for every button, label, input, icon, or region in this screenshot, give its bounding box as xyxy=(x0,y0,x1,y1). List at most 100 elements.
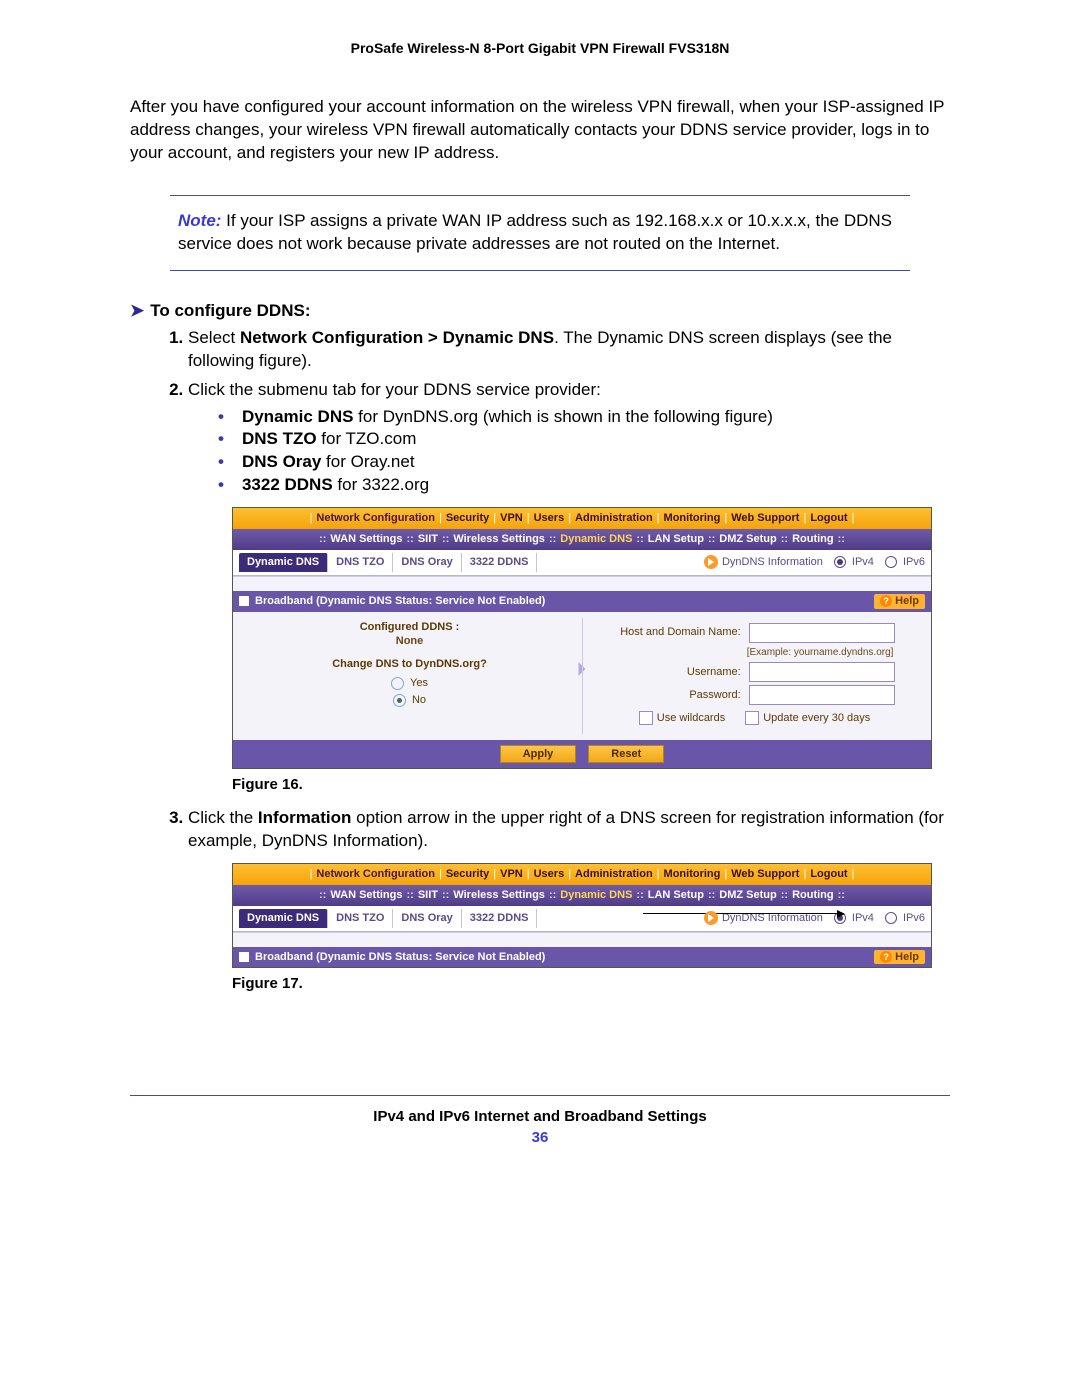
wildcards-checkbox[interactable] xyxy=(639,711,653,725)
nav-network-config[interactable]: Network Configuration xyxy=(316,511,435,526)
password-input[interactable] xyxy=(749,685,895,705)
no-label: No xyxy=(412,693,426,708)
nav2-vpn[interactable]: VPN xyxy=(500,867,523,882)
tab2-dns-tzo[interactable]: DNS TZO xyxy=(328,909,393,928)
update30-checkbox[interactable] xyxy=(745,711,759,725)
ipv4-label-2: IPv4 xyxy=(852,911,874,926)
radio-no-row[interactable]: No xyxy=(237,693,582,708)
help-button[interactable]: ?Help xyxy=(874,594,925,609)
bullet-oray: DNS Oray for Oray.net xyxy=(218,451,950,474)
b2-rest: for TZO.com xyxy=(317,429,417,448)
subnav2-routing[interactable]: Routing xyxy=(792,888,834,903)
step-3: Click the Information option arrow in th… xyxy=(188,807,950,995)
subnav-wireless[interactable]: Wireless Settings xyxy=(453,532,545,547)
nav-security[interactable]: Security xyxy=(446,511,489,526)
tab2-dynamic-dns[interactable]: Dynamic DNS xyxy=(239,909,328,928)
radio-yes-row[interactable]: Yes xyxy=(237,676,582,691)
top-nav-2: | Network Configuration| Security| VPN| … xyxy=(233,864,931,885)
radio-ipv6[interactable] xyxy=(885,556,897,568)
nav-users[interactable]: Users xyxy=(534,511,565,526)
help-label: Help xyxy=(895,594,919,609)
tab-dns-tzo[interactable]: DNS TZO xyxy=(328,553,393,572)
ipv4-label: IPv4 xyxy=(852,555,874,570)
nav2-users[interactable]: Users xyxy=(534,867,565,882)
nav2-monitoring[interactable]: Monitoring xyxy=(664,867,721,882)
subnav2-wan[interactable]: WAN Settings xyxy=(330,888,402,903)
hostdomain-example: [Example: yourname.dyndns.org] xyxy=(741,646,927,660)
question-icon: ? xyxy=(880,595,892,607)
nav-web-support[interactable]: Web Support xyxy=(731,511,799,526)
subnav-dmz[interactable]: DMZ Setup xyxy=(719,532,776,547)
step1-bold: Network Configuration > Dynamic DNS xyxy=(240,328,554,347)
reset-button[interactable]: Reset xyxy=(588,745,664,763)
b2-bold: DNS TZO xyxy=(242,429,317,448)
tab-dns-oray[interactable]: DNS Oray xyxy=(393,553,461,572)
nav2-network-config[interactable]: Network Configuration xyxy=(316,867,435,882)
grid-icon-2 xyxy=(239,952,249,962)
apply-button[interactable]: Apply xyxy=(500,745,577,763)
subnav-routing[interactable]: Routing xyxy=(792,532,834,547)
hostdomain-input[interactable] xyxy=(749,623,895,643)
radio2-ipv6[interactable] xyxy=(885,912,897,924)
b1-bold: Dynamic DNS xyxy=(242,407,353,426)
nav-monitoring[interactable]: Monitoring xyxy=(664,511,721,526)
ipv6-label-2: IPv6 xyxy=(903,911,925,926)
page-footer: IPv4 and IPv6 Internet and Broadband Set… xyxy=(130,1095,950,1146)
section-header: Broadband (Dynamic DNS Status: Service N… xyxy=(233,591,931,612)
nav-admin[interactable]: Administration xyxy=(575,511,653,526)
password-label: Password: xyxy=(582,688,749,703)
figure-17-caption: Figure 17. xyxy=(232,974,950,994)
subnav2-siit[interactable]: SIIT xyxy=(418,888,438,903)
step-1: Select Network Configuration > Dynamic D… xyxy=(188,327,950,373)
help-button-2[interactable]: ?Help xyxy=(874,950,925,965)
subnav-wan[interactable]: WAN Settings xyxy=(330,532,402,547)
change-dns-label: Change DNS to DynDNS.org? xyxy=(237,657,582,672)
note-box: Note: If your ISP assigns a private WAN … xyxy=(170,195,910,271)
subnav2-wireless[interactable]: Wireless Settings xyxy=(453,888,545,903)
nav2-admin[interactable]: Administration xyxy=(575,867,653,882)
bullet-3322: 3322 DDNS for 3322.org xyxy=(218,474,950,497)
procedure-heading: ➤To configure DDNS: xyxy=(130,301,950,321)
section-title: Broadband (Dynamic DNS Status: Service N… xyxy=(255,594,545,609)
grid-icon xyxy=(239,596,249,606)
subnav2-dmz[interactable]: DMZ Setup xyxy=(719,888,776,903)
tab-dynamic-dns[interactable]: Dynamic DNS xyxy=(239,553,328,572)
nav2-security[interactable]: Security xyxy=(446,867,489,882)
step2-text: Click the submenu tab for your DDNS serv… xyxy=(188,380,601,399)
b4-bold: 3322 DDNS xyxy=(242,475,333,494)
bullet-tzo: DNS TZO for TZO.com xyxy=(218,428,950,451)
radio-ipv4[interactable] xyxy=(834,556,846,568)
username-input[interactable] xyxy=(749,662,895,682)
radio-yes[interactable] xyxy=(391,677,404,690)
username-label: Username: xyxy=(582,665,749,680)
intro-paragraph: After you have configured your account i… xyxy=(130,96,950,165)
hostdomain-label: Host and Domain Name: xyxy=(582,625,749,640)
tab2-dns-oray[interactable]: DNS Oray xyxy=(393,909,461,928)
dyndns-info-link[interactable]: DynDNS Information IPv4 IPv6 xyxy=(704,555,925,570)
question-icon-2: ? xyxy=(880,951,892,963)
subnav-ddns[interactable]: Dynamic DNS xyxy=(560,532,632,547)
nav2-logout[interactable]: Logout xyxy=(810,867,847,882)
subnav2-lan[interactable]: LAN Setup xyxy=(648,888,704,903)
subnav-siit[interactable]: SIIT xyxy=(418,532,438,547)
help-label-2: Help xyxy=(895,950,919,965)
arrow-right-icon xyxy=(704,555,718,569)
nav2-web-support[interactable]: Web Support xyxy=(731,867,799,882)
note-label: Note: xyxy=(178,211,221,230)
tab-3322-ddns[interactable]: 3322 DDNS xyxy=(462,553,538,572)
subnav2-ddns[interactable]: Dynamic DNS xyxy=(560,888,632,903)
nav-vpn[interactable]: VPN xyxy=(500,511,523,526)
wildcards-label: Use wildcards xyxy=(657,712,725,724)
nav-logout[interactable]: Logout xyxy=(810,511,847,526)
button-row: Apply Reset xyxy=(233,740,931,768)
note-text: If your ISP assigns a private WAN IP add… xyxy=(178,211,892,253)
figure-16-screenshot: | Network Configuration| Security| VPN| … xyxy=(232,507,932,769)
configured-ddns-value: None xyxy=(237,634,582,649)
ipv6-label: IPv6 xyxy=(903,555,925,570)
radio-no[interactable] xyxy=(393,694,406,707)
callout-arrow-icon xyxy=(643,913,843,914)
step1-text-a: Select xyxy=(188,328,240,347)
subnav-lan[interactable]: LAN Setup xyxy=(648,532,704,547)
tab2-3322-ddns[interactable]: 3322 DDNS xyxy=(462,909,538,928)
section-title-2: Broadband (Dynamic DNS Status: Service N… xyxy=(255,950,545,965)
